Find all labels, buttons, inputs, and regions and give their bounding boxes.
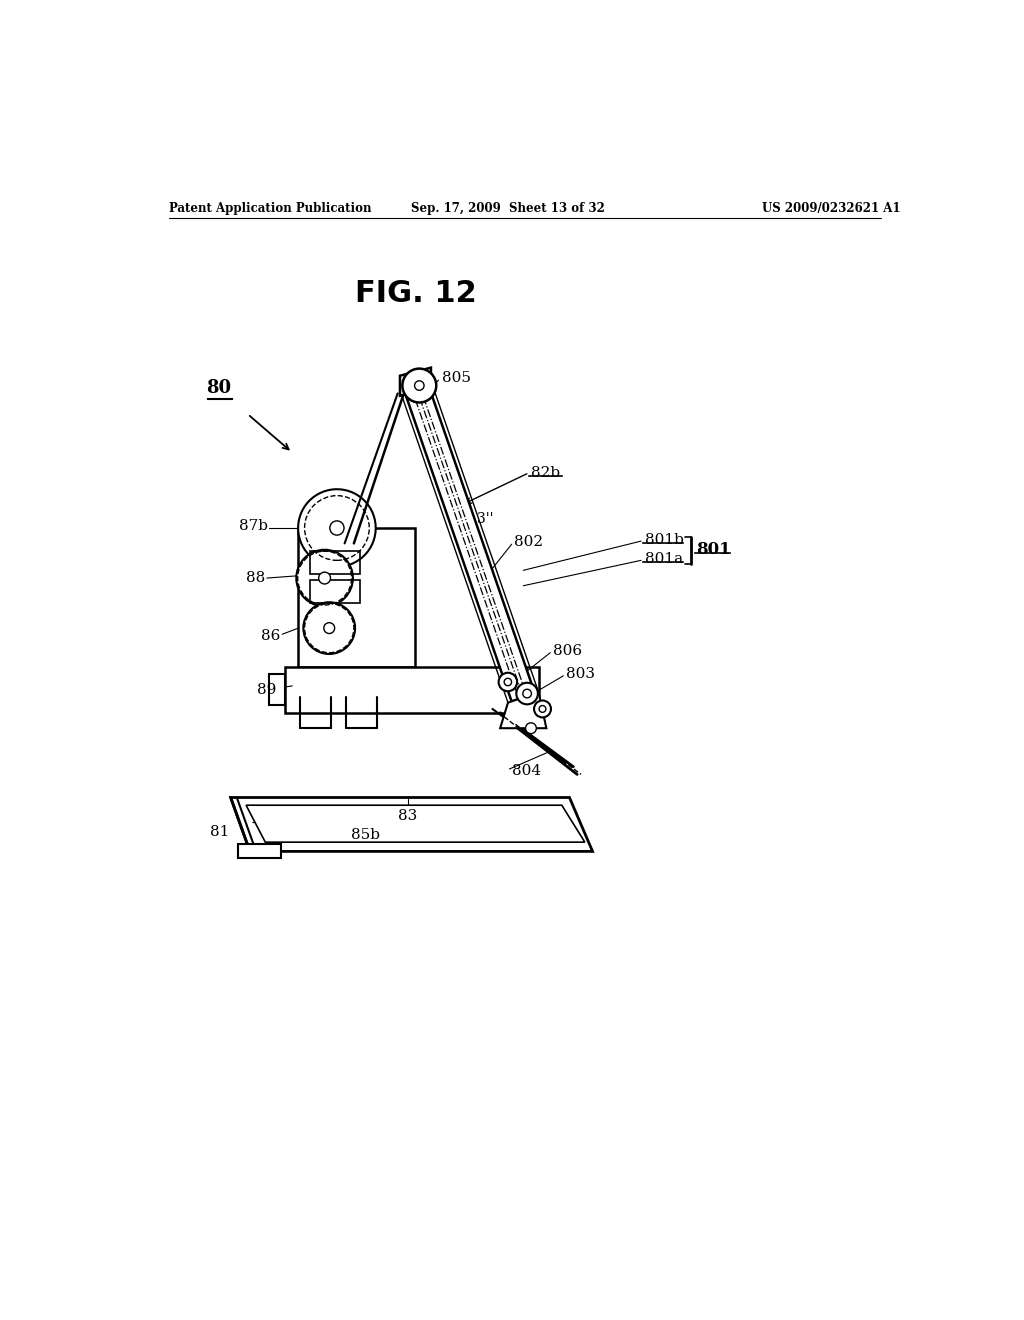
Circle shape xyxy=(296,549,353,606)
Text: FIG. 12: FIG. 12 xyxy=(354,279,476,308)
Text: Sep. 17, 2009  Sheet 13 of 32: Sep. 17, 2009 Sheet 13 of 32 xyxy=(411,202,605,215)
Polygon shape xyxy=(298,490,376,566)
Polygon shape xyxy=(246,805,585,842)
Text: 803: 803 xyxy=(565,668,595,681)
Circle shape xyxy=(499,673,517,692)
Text: 801a: 801a xyxy=(645,552,683,566)
Text: 89: 89 xyxy=(257,682,276,697)
Polygon shape xyxy=(500,692,547,729)
Text: 86: 86 xyxy=(261,628,281,643)
Text: 80: 80 xyxy=(207,379,231,397)
Polygon shape xyxy=(298,528,416,667)
Circle shape xyxy=(330,521,344,535)
Text: 3'': 3'' xyxy=(477,512,494,525)
Text: US 2009/0232621 A1: US 2009/0232621 A1 xyxy=(762,202,900,215)
Polygon shape xyxy=(400,368,431,396)
Polygon shape xyxy=(403,381,535,701)
Text: 87b: 87b xyxy=(239,520,267,533)
Text: Patent Application Publication: Patent Application Publication xyxy=(169,202,372,215)
Text: 88: 88 xyxy=(246,572,265,585)
Polygon shape xyxy=(239,843,281,858)
Circle shape xyxy=(525,723,537,734)
Polygon shape xyxy=(285,667,539,713)
Text: 801b: 801b xyxy=(645,532,684,546)
Polygon shape xyxy=(230,797,593,851)
Circle shape xyxy=(402,368,436,403)
Text: 801: 801 xyxy=(696,541,731,558)
Text: 802: 802 xyxy=(514,535,543,549)
Text: 82b: 82b xyxy=(531,466,560,479)
Text: 805: 805 xyxy=(442,371,471,385)
Circle shape xyxy=(324,623,335,634)
Circle shape xyxy=(303,602,355,653)
Text: 83: 83 xyxy=(398,809,418,824)
Text: 81: 81 xyxy=(210,825,229,840)
Circle shape xyxy=(318,572,331,583)
Text: 85b: 85b xyxy=(351,829,380,842)
Text: 806: 806 xyxy=(553,644,582,659)
Polygon shape xyxy=(269,675,285,705)
Circle shape xyxy=(535,701,551,718)
Circle shape xyxy=(516,682,538,705)
Text: 804: 804 xyxy=(512,763,541,777)
